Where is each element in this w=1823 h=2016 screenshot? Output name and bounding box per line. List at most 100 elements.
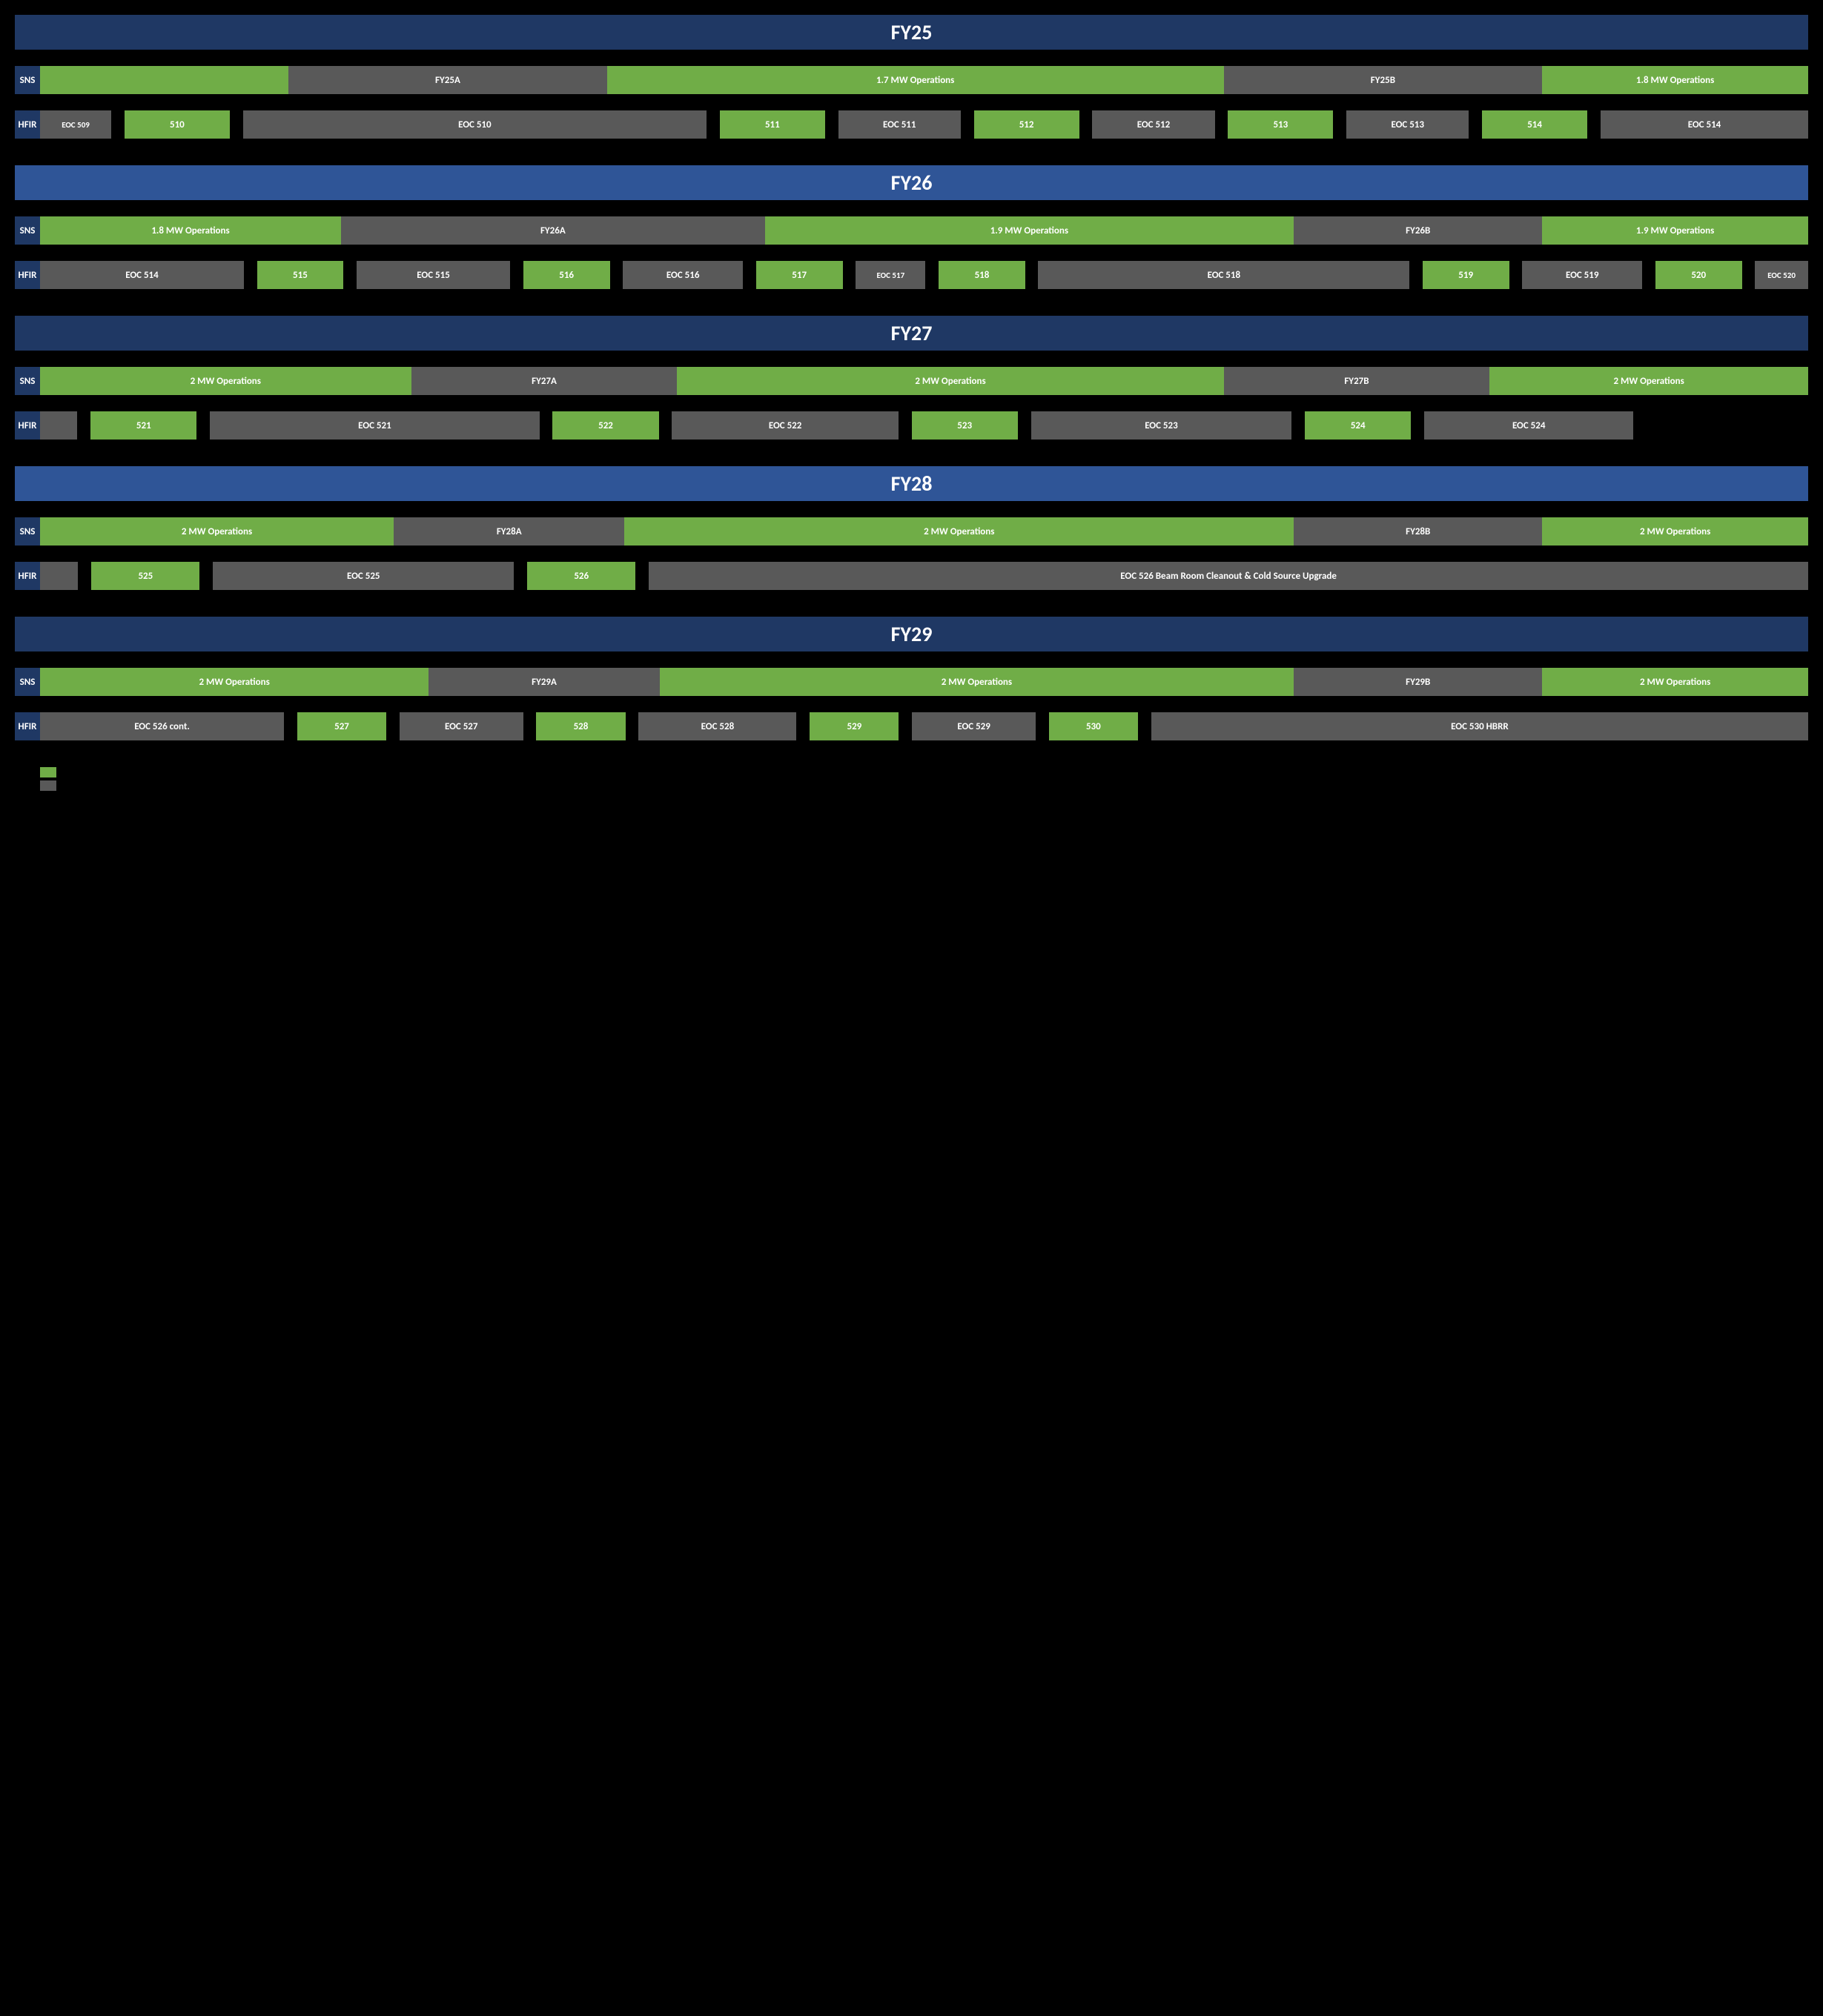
- segment-operations: 517: [756, 261, 843, 289]
- row-track: 521EOC 521522EOC 522523EOC 523524EOC 524: [40, 411, 1808, 440]
- segment-outage: EOC 513: [1346, 110, 1469, 139]
- segment-operations: 525: [91, 562, 199, 590]
- schedule-row: HFIR521EOC 521522EOC 522523EOC 523524EOC…: [15, 411, 1808, 440]
- segment-gap: [610, 261, 623, 289]
- segment-outage: FY28A: [394, 517, 624, 546]
- segment-gap: [843, 261, 856, 289]
- segment-operations: 2 MW Operations: [40, 517, 394, 546]
- segment-operations: 516: [523, 261, 610, 289]
- segment-outage: FY29A: [429, 668, 659, 696]
- segment-operations: 2 MW Operations: [660, 668, 1294, 696]
- segment-outage: FY27A: [411, 367, 678, 395]
- row-label: SNS: [15, 66, 40, 94]
- segment-gap: [514, 562, 527, 590]
- segment-gap: [1409, 261, 1423, 289]
- segment-outage: FY27B: [1224, 367, 1490, 395]
- schedule-row: SNS2 MW OperationsFY27A2 MW OperationsFY…: [15, 367, 1808, 395]
- segment-gap: [111, 110, 125, 139]
- row-label: HFIR: [15, 110, 40, 139]
- segment-operations: 524: [1305, 411, 1411, 440]
- segment-outage: EOC 529: [912, 712, 1036, 740]
- segment-gap: [1018, 411, 1031, 440]
- segment-gap: [510, 261, 523, 289]
- segment-gap: [1036, 712, 1049, 740]
- segment-operations: 2 MW Operations: [1489, 367, 1808, 395]
- segment-outage: EOC 524: [1424, 411, 1633, 440]
- schedule-row: HFIREOC 514515EOC 515516EOC 516517EOC 51…: [15, 261, 1808, 289]
- schedule-row: HFIREOC 526 cont.527EOC 527528EOC 528529…: [15, 712, 1808, 740]
- segment-operations: 1.9 MW Operations: [1542, 216, 1808, 245]
- segment-outage: FY28B: [1294, 517, 1542, 546]
- schedule-gantt: FY25SNSFY25A1.7 MW OperationsFY25B1.8 MW…: [15, 15, 1808, 791]
- segment-gap: [1587, 110, 1601, 139]
- segment-gap: [1742, 261, 1756, 289]
- segment-gap: [284, 712, 297, 740]
- segment-operations: 526: [527, 562, 635, 590]
- segment-operations: 2 MW Operations: [1542, 668, 1808, 696]
- segment-outage: FY29B: [1294, 668, 1542, 696]
- legend-swatch: [40, 767, 56, 777]
- segment-operations: 2 MW Operations: [677, 367, 1223, 395]
- segment-gap: [1079, 110, 1093, 139]
- fy-section: FY28SNS2 MW OperationsFY28A2 MW Operatio…: [15, 466, 1808, 590]
- fy-section: FY29 SNS2 MW OperationsFY29A2 MW Operatio…: [15, 617, 1808, 740]
- segment-gap: [199, 562, 213, 590]
- fy-header: FY27: [15, 316, 1808, 351]
- segment-gap: [899, 411, 912, 440]
- schedule-row: HFIR525EOC 525526EOC 526 Beam Room Clean…: [15, 562, 1808, 590]
- segment-outage: EOC 522: [672, 411, 898, 440]
- row-label: SNS: [15, 517, 40, 546]
- fy-section: FY26SNS1.8 MW OperationsFY26A1.9 MW Oper…: [15, 165, 1808, 289]
- segment-gap: [659, 411, 672, 440]
- legend-item: [40, 780, 1808, 791]
- row-track: EOC 509510EOC 510511EOC 511512EOC 512513…: [40, 110, 1808, 139]
- segment-gap: [743, 261, 756, 289]
- row-label: HFIR: [15, 411, 40, 440]
- schedule-row: SNS2 MW OperationsFY29A2 MW OperationsFY…: [15, 668, 1808, 696]
- row-track: EOC 514515EOC 515516EOC 516517EOC 517518…: [40, 261, 1808, 289]
- segment-outage: EOC 514: [1601, 110, 1808, 139]
- segment-outage: EOC 518: [1038, 261, 1409, 289]
- segment-outage: EOC 519: [1522, 261, 1642, 289]
- legend-swatch: [40, 780, 56, 791]
- segment-outage: FY26A: [341, 216, 765, 245]
- legend-item: [40, 767, 1808, 777]
- row-label: HFIR: [15, 261, 40, 289]
- segment-operations: 514: [1482, 110, 1587, 139]
- segment-operations: 510: [125, 110, 230, 139]
- segment-outage: EOC 527: [400, 712, 523, 740]
- segment-gap: [1411, 411, 1424, 440]
- segment-gap: [1642, 261, 1655, 289]
- segment-gap: [1025, 261, 1039, 289]
- segment-gap: [386, 712, 400, 740]
- segment-outage: EOC 526 cont.: [40, 712, 284, 740]
- segment-outage: EOC 509: [40, 110, 111, 139]
- segment-outage: EOC 516: [623, 261, 743, 289]
- row-track: EOC 526 cont.527EOC 527528EOC 528529EOC …: [40, 712, 1808, 740]
- segment-gap: [523, 712, 537, 740]
- segment-operations: 515: [257, 261, 344, 289]
- segment-operations: 530: [1049, 712, 1138, 740]
- segment-operations: 522: [552, 411, 658, 440]
- segment-gap: [244, 261, 257, 289]
- segment-gap: [230, 110, 243, 139]
- segment-outage: EOC 521: [210, 411, 539, 440]
- legend: [40, 767, 1808, 791]
- row-label: HFIR: [15, 712, 40, 740]
- segment-outage: EOC 525: [213, 562, 514, 590]
- segment-outage: [40, 562, 78, 590]
- segment-gap: [626, 712, 639, 740]
- segment-operations: 511: [720, 110, 825, 139]
- fy-section: FY27 SNS2 MW OperationsFY27A2 MW Operatio…: [15, 316, 1808, 440]
- segment-operations: 2 MW Operations: [624, 517, 1294, 546]
- segment-operations: 519: [1423, 261, 1509, 289]
- segment-outage: EOC 512: [1092, 110, 1214, 139]
- fy-header: FY28: [15, 466, 1808, 501]
- segment-gap: [343, 261, 357, 289]
- fy-header: FY25: [15, 15, 1808, 50]
- row-track: 2 MW OperationsFY28A2 MW OperationsFY28B…: [40, 517, 1808, 546]
- segment-outage: EOC 528: [638, 712, 796, 740]
- fy-header: FY29: [15, 617, 1808, 651]
- segment-operations: 518: [939, 261, 1025, 289]
- segment-gap: [961, 110, 974, 139]
